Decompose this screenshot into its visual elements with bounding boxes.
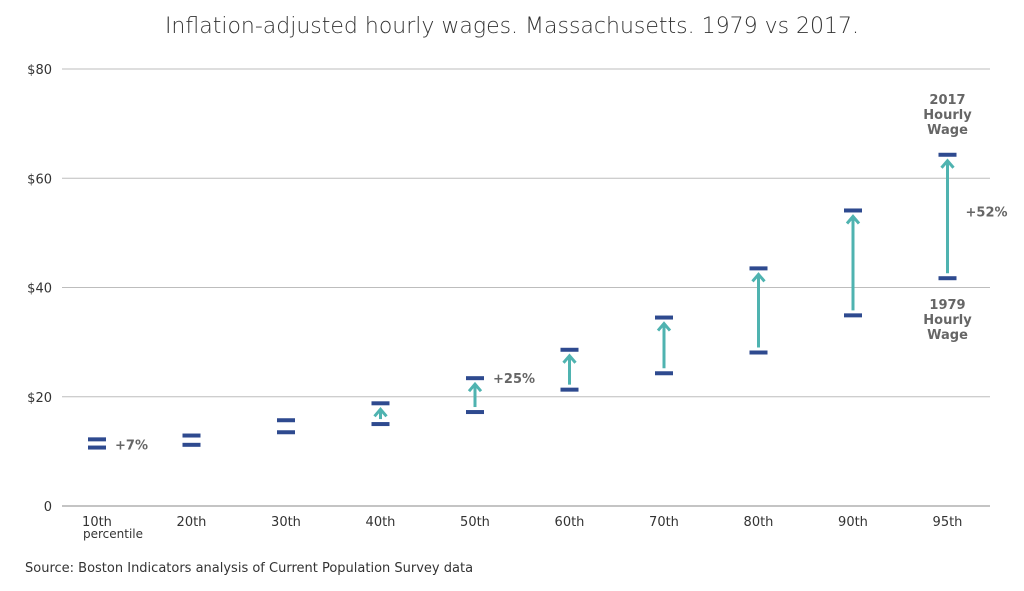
- x-tick-label: 95th: [933, 515, 963, 530]
- bar-2017-50th: [466, 376, 484, 381]
- x-tick-label: 80th: [744, 515, 774, 530]
- increase-arrow-head: [562, 353, 577, 364]
- change-annotation: +7%: [115, 438, 148, 453]
- change-annotation: +25%: [493, 372, 535, 387]
- label-1979-hourly-wage: Wage: [927, 328, 968, 343]
- increase-arrow-head: [751, 272, 766, 283]
- increase-arrow-head: [656, 321, 672, 332]
- x-tick-label: 40th: [366, 515, 396, 530]
- bar-2017-95th: [938, 152, 957, 157]
- increase-arrow-head: [940, 158, 955, 169]
- chart-title: Inflation-adjusted hourly wages. Massach…: [164, 14, 860, 39]
- y-tick-label: 0: [44, 500, 52, 515]
- bar-1979-80th: [749, 350, 768, 355]
- y-tick-label: $20: [27, 391, 52, 406]
- increase-arrow-head: [373, 407, 388, 418]
- bar-1979-90th: [844, 313, 862, 318]
- change-annotation: +52%: [966, 205, 1008, 220]
- bar-1979-70th: [655, 371, 673, 376]
- x-axis-label: percentile: [83, 527, 143, 541]
- bar-2017-60th: [560, 347, 579, 352]
- increase-arrow-head: [845, 214, 861, 225]
- bar-2017-10th: [88, 437, 106, 442]
- increase-arrow-head: [467, 381, 483, 393]
- bar-1979-10th: [88, 445, 106, 450]
- x-tick-label: 60th: [555, 515, 585, 530]
- label-1979-hourly-wage: Hourly: [923, 313, 972, 328]
- x-tick-label: 50th: [460, 515, 490, 530]
- bar-2017-30th: [277, 418, 295, 423]
- bar-1979-40th: [371, 422, 390, 427]
- bar-2017-20th: [182, 433, 201, 438]
- label-2017-hourly-wage: 2017: [929, 93, 965, 108]
- bar-2017-70th: [655, 315, 673, 320]
- bar-1979-95th: [938, 276, 957, 281]
- bar-2017-80th: [749, 266, 768, 271]
- label-2017-hourly-wage: Hourly: [923, 108, 972, 123]
- bar-1979-50th: [466, 410, 484, 415]
- bar-1979-30th: [277, 430, 295, 435]
- x-tick-label: 90th: [838, 515, 868, 530]
- bar-1979-20th: [182, 442, 201, 447]
- bar-1979-60th: [560, 387, 579, 392]
- x-tick-label: 30th: [271, 515, 301, 530]
- x-tick-label: 20th: [177, 515, 207, 530]
- x-tick-label: 10th: [82, 515, 112, 530]
- label-2017-hourly-wage: Wage: [927, 123, 968, 138]
- x-tick-label: 70th: [649, 515, 679, 530]
- y-tick-label: $60: [27, 172, 52, 187]
- bar-2017-40th: [371, 401, 390, 406]
- bar-2017-90th: [844, 208, 862, 213]
- y-tick-label: $80: [27, 63, 52, 78]
- source-note: Source: Boston Indicators analysis of Cu…: [25, 561, 474, 576]
- y-tick-label: $40: [27, 282, 52, 297]
- label-1979-hourly-wage: 1979: [929, 298, 965, 313]
